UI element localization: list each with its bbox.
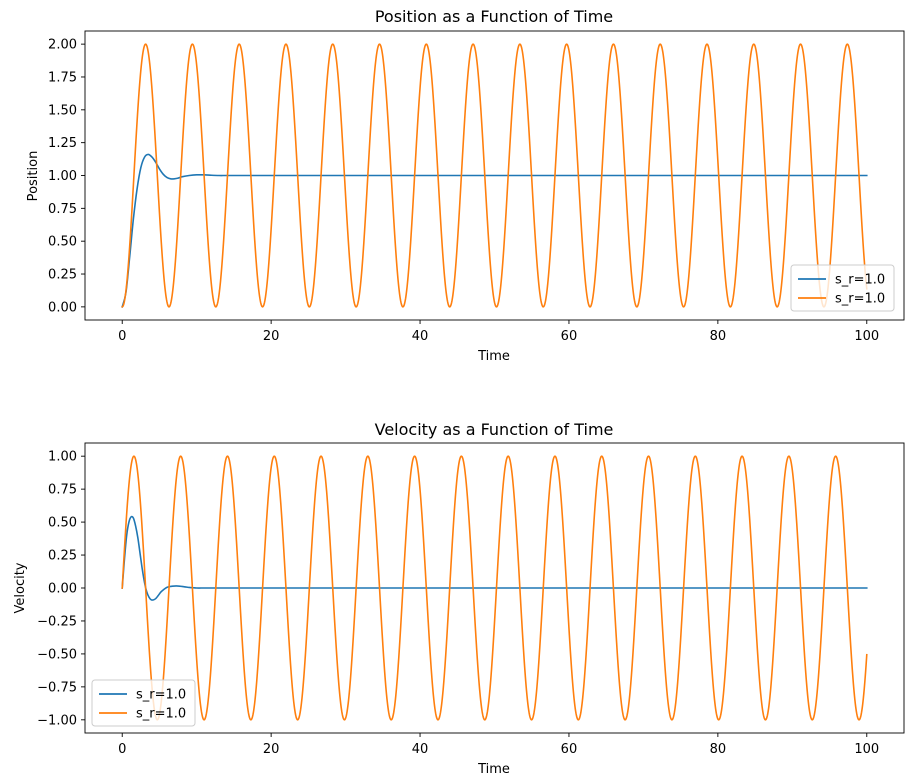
x-tick-label: 60 [561,742,578,757]
y-tick-label: 1.00 [48,450,77,465]
x-axis-label: Time [477,349,510,364]
y-tick-label: 1.75 [48,70,77,85]
x-tick-label: 40 [412,742,429,757]
y-axis-label: Velocity [13,562,28,613]
x-tick-label: 100 [854,329,879,344]
legend-label: s_r=1.0 [835,273,885,288]
y-tick-label: 1.25 [48,136,77,151]
y-tick-label: 0.00 [48,300,77,315]
x-tick-label: 60 [561,329,578,344]
x-tick-label: 0 [118,329,126,344]
y-tick-label: 0.25 [48,268,77,283]
chart-title: Position as a Function of Time [375,7,613,26]
series-line [121,153,868,308]
x-tick-label: 20 [263,329,280,344]
y-tick-label: 0.25 [48,549,77,564]
chart-title: Velocity as a Function of Time [375,420,614,439]
y-tick-label: 0.50 [48,516,77,531]
series-lines [121,455,868,721]
y-tick-label: 2.00 [48,38,77,53]
legend-label: s_r=1.0 [136,707,186,722]
y-tick-label: −0.75 [37,680,77,695]
y-tick-label: 0.75 [48,483,77,498]
series-line [121,515,868,601]
legend-box [790,264,895,312]
series-line [121,43,868,308]
series-lines [121,43,868,308]
x-tick-label: 80 [710,742,727,757]
velocity-chart: Velocity as a Function of Time Time Velo… [13,420,905,777]
y-tick-label: −1.00 [37,713,77,728]
y-tick-label: 1.50 [48,103,77,118]
x-tick-label: 40 [412,329,429,344]
legend-label: s_r=1.0 [835,292,885,307]
y-axis-label: Position [26,151,41,202]
y-tick-label: 0.50 [48,235,77,250]
x-axis-label: Time [477,762,510,777]
y-tick-label: −0.50 [37,647,77,662]
x-tick-label: 80 [710,329,727,344]
legend: s_r=1.0 s_r=1.0 [790,264,895,312]
legend-box [91,679,196,727]
x-tick-label: 0 [118,742,126,757]
position-chart: Position as a Function of Time Time Posi… [26,7,905,364]
x-tick-label: 20 [263,742,280,757]
y-tick-label: −0.25 [37,614,77,629]
y-tick-label: 1.00 [48,169,77,184]
legend: s_r=1.0 s_r=1.0 [91,679,196,727]
x-tick-label: 100 [854,742,879,757]
y-tick-label: 0.00 [48,582,77,597]
y-tick-label: 0.75 [48,202,77,217]
series-line [121,455,868,721]
legend-label: s_r=1.0 [136,688,186,703]
